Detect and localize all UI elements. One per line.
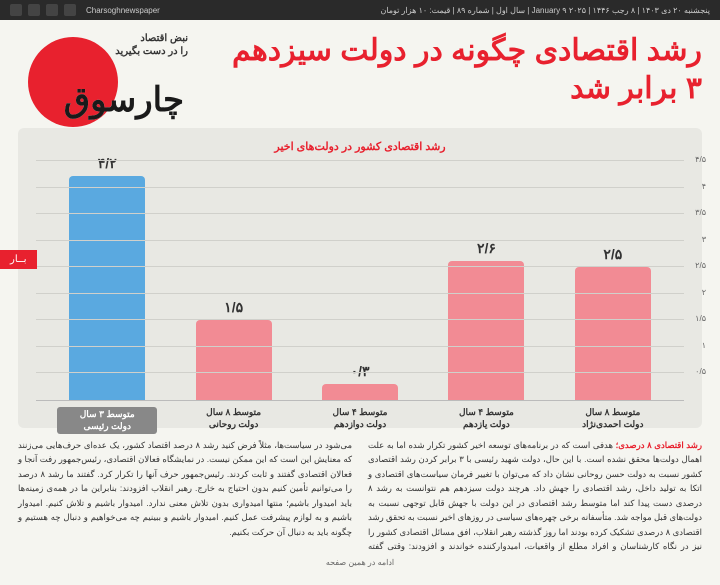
top-header: پنجشنبه ۲۰ دی ۱۴۰۳ | ۸ رجب ۱۴۴۶ | Januar… bbox=[0, 0, 720, 20]
bar-value: ۱/۵ bbox=[224, 299, 243, 316]
lead-text: رشد اقتصادی ۸ درصدی؛ bbox=[616, 440, 702, 450]
bar-group: ۲/۵ bbox=[563, 246, 663, 400]
social-icon[interactable] bbox=[10, 4, 22, 16]
ytick-label: ۲/۵ bbox=[695, 261, 706, 270]
ytick-label: ۳/۵ bbox=[695, 208, 706, 217]
logo-text: چارسوق bbox=[18, 58, 188, 120]
continue-link: ادامه در همین صفحه bbox=[18, 558, 702, 567]
bar bbox=[575, 267, 651, 400]
bar-label: متوسط ۳ سالدولت رئیسی bbox=[57, 407, 157, 434]
ytick-label: ۱/۵ bbox=[695, 314, 706, 323]
bar-value: ۰/۳ bbox=[351, 363, 370, 380]
ytick-label: ۴/۵ bbox=[695, 155, 706, 164]
side-tag: بــار bbox=[0, 250, 37, 269]
body-text: رشد اقتصادی ۸ درصدی؛ هدفی است که در برنا… bbox=[18, 438, 702, 554]
bar-group: ۴/۲ bbox=[57, 155, 157, 400]
social-icon[interactable] bbox=[28, 4, 40, 16]
bar-value: ۴/۲ bbox=[98, 155, 117, 172]
bar-labels: متوسط ۸ سالدولت احمدی‌نژاد متوسط ۴ سالدول… bbox=[36, 401, 684, 434]
main-content: رشد اقتصادی چگونه در دولت سیزدهم ۳ برابر… bbox=[0, 20, 720, 575]
ytick-label: ۰/۵ bbox=[695, 367, 706, 376]
bar-group: ۲/۶ bbox=[436, 240, 536, 400]
bar-label: متوسط ۸ سالدولت روحانی bbox=[184, 407, 284, 434]
chart-title: رشد اقتصادی کشور در دولت‌های اخیر bbox=[36, 140, 684, 153]
tagline: نبض اقتصاد را در دست بگیرید bbox=[18, 32, 188, 58]
brand-text: Charsoghnewspaper bbox=[86, 6, 160, 15]
chart-container: رشد اقتصادی کشور در دولت‌های اخیر ۰/۵۱۱/… bbox=[18, 128, 702, 428]
logo-block: نبض اقتصاد را در دست بگیرید چارسوق bbox=[18, 32, 188, 120]
body-p1: هدفی است که در برنامه‌های توسعه اخیر کشو… bbox=[368, 440, 702, 551]
bar-label: متوسط ۴ سالدولت یازدهم bbox=[436, 407, 536, 434]
bar bbox=[322, 384, 398, 400]
social-icon[interactable] bbox=[46, 4, 58, 16]
bar-group: ۰/۳ bbox=[310, 363, 410, 400]
ytick-label: ۲ bbox=[702, 288, 706, 297]
chart-area: ۰/۵۱۱/۵۲۲/۵۳۳/۵۴۴/۵ ۲/۵۲/۶۰/۳۱/۵۴/۲ bbox=[36, 161, 684, 401]
bar bbox=[448, 261, 524, 400]
ytick-label: ۳ bbox=[702, 235, 706, 244]
title-area: رشد اقتصادی چگونه در دولت سیزدهم ۳ برابر… bbox=[18, 32, 702, 120]
bar-group: ۱/۵ bbox=[184, 299, 284, 400]
ytick-label: ۱ bbox=[702, 341, 706, 350]
bar-value: ۲/۶ bbox=[477, 240, 496, 257]
social-icons bbox=[10, 4, 76, 16]
bar bbox=[69, 176, 145, 400]
ytick-label: ۴ bbox=[702, 182, 706, 191]
headline: رشد اقتصادی چگونه در دولت سیزدهم ۳ برابر… bbox=[208, 32, 702, 107]
bar-value: ۲/۵ bbox=[603, 246, 622, 263]
date-line: پنجشنبه ۲۰ دی ۱۴۰۳ | ۸ رجب ۱۴۴۶ | Januar… bbox=[380, 6, 710, 15]
social-icon[interactable] bbox=[64, 4, 76, 16]
bar-label: متوسط ۴ سالدولت دوازدهم bbox=[310, 407, 410, 434]
bar-label: متوسط ۸ سالدولت احمدی‌نژاد bbox=[563, 407, 663, 434]
bar bbox=[196, 320, 272, 400]
